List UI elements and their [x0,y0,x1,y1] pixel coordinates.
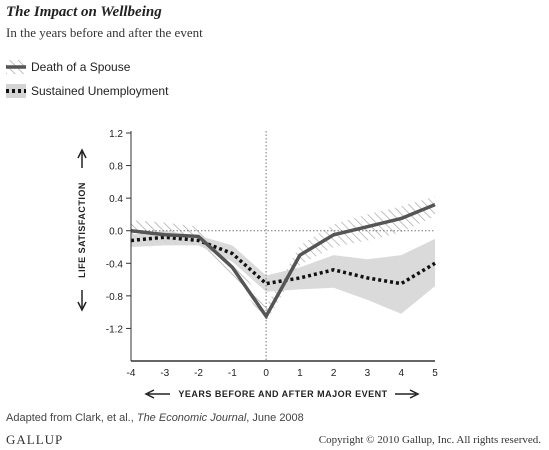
y-tick-label: 0.0 [109,227,123,238]
y-tick-label: 0.4 [109,194,123,205]
axes: 1.2 0.8 0.4 0.0 -0.4 -0.8 -1.2 -4 -3 -2 -1 0 1 2 3 4 5 LI… [77,129,438,399]
x-tick-label: 0 [263,368,269,379]
source-journal: The Economic Journal [136,412,247,424]
x-tick-label: 4 [398,368,404,379]
gallup-logo: GALLUP [6,432,64,447]
x-axis-label: YEARS BEFORE AND AFTER MAJOR EVENT [178,389,387,399]
x-tick-label: 1 [297,368,303,379]
legend-unemployment-band-swatch [6,84,26,98]
x-tick-label: -4 [127,368,136,379]
chart-subtitle: In the years before and after the event [6,25,203,40]
x-tick-label: 3 [365,368,371,379]
series-line-spouse [130,203,436,320]
source-note: Adapted from Clark, et al., The Economic… [6,412,304,424]
y-tick-label: 1.2 [109,129,123,140]
x-tick-label: -2 [194,368,203,379]
x-tick-label: -1 [228,368,237,379]
y-tick-label: -0.8 [106,292,124,303]
copyright-notice: Copyright © 2010 Gallup, Inc. All rights… [318,434,541,446]
x-tick-label: -3 [160,368,169,379]
x-tick-label: 5 [432,368,438,379]
legend-label-unemployment: Sustained Unemployment [31,84,169,98]
series-line-unemployment [130,235,436,286]
arrow-left-icon [144,389,155,399]
band-unemployment [131,230,435,314]
source-prefix: Adapted from Clark, et al., [6,412,137,424]
legend-label-spouse: Death of a Spouse [31,60,131,74]
y-tick-label: -1.2 [106,324,124,335]
x-tick-label: 2 [331,368,337,379]
legend: Death of a Spouse Sustained Unemployment [6,60,169,98]
y-tick-label: 0.8 [109,162,123,173]
plot-area [130,131,436,361]
y-tick-label: -0.4 [106,259,124,270]
arrow-down-icon [77,301,87,312]
arrow-right-icon [409,389,420,399]
chart-title: The Impact on Wellbeing [6,4,162,20]
y-axis-label: LIFE SATISFACTION [77,182,87,278]
arrow-up-icon [77,148,87,159]
source-suffix: , June 2008 [246,412,304,424]
